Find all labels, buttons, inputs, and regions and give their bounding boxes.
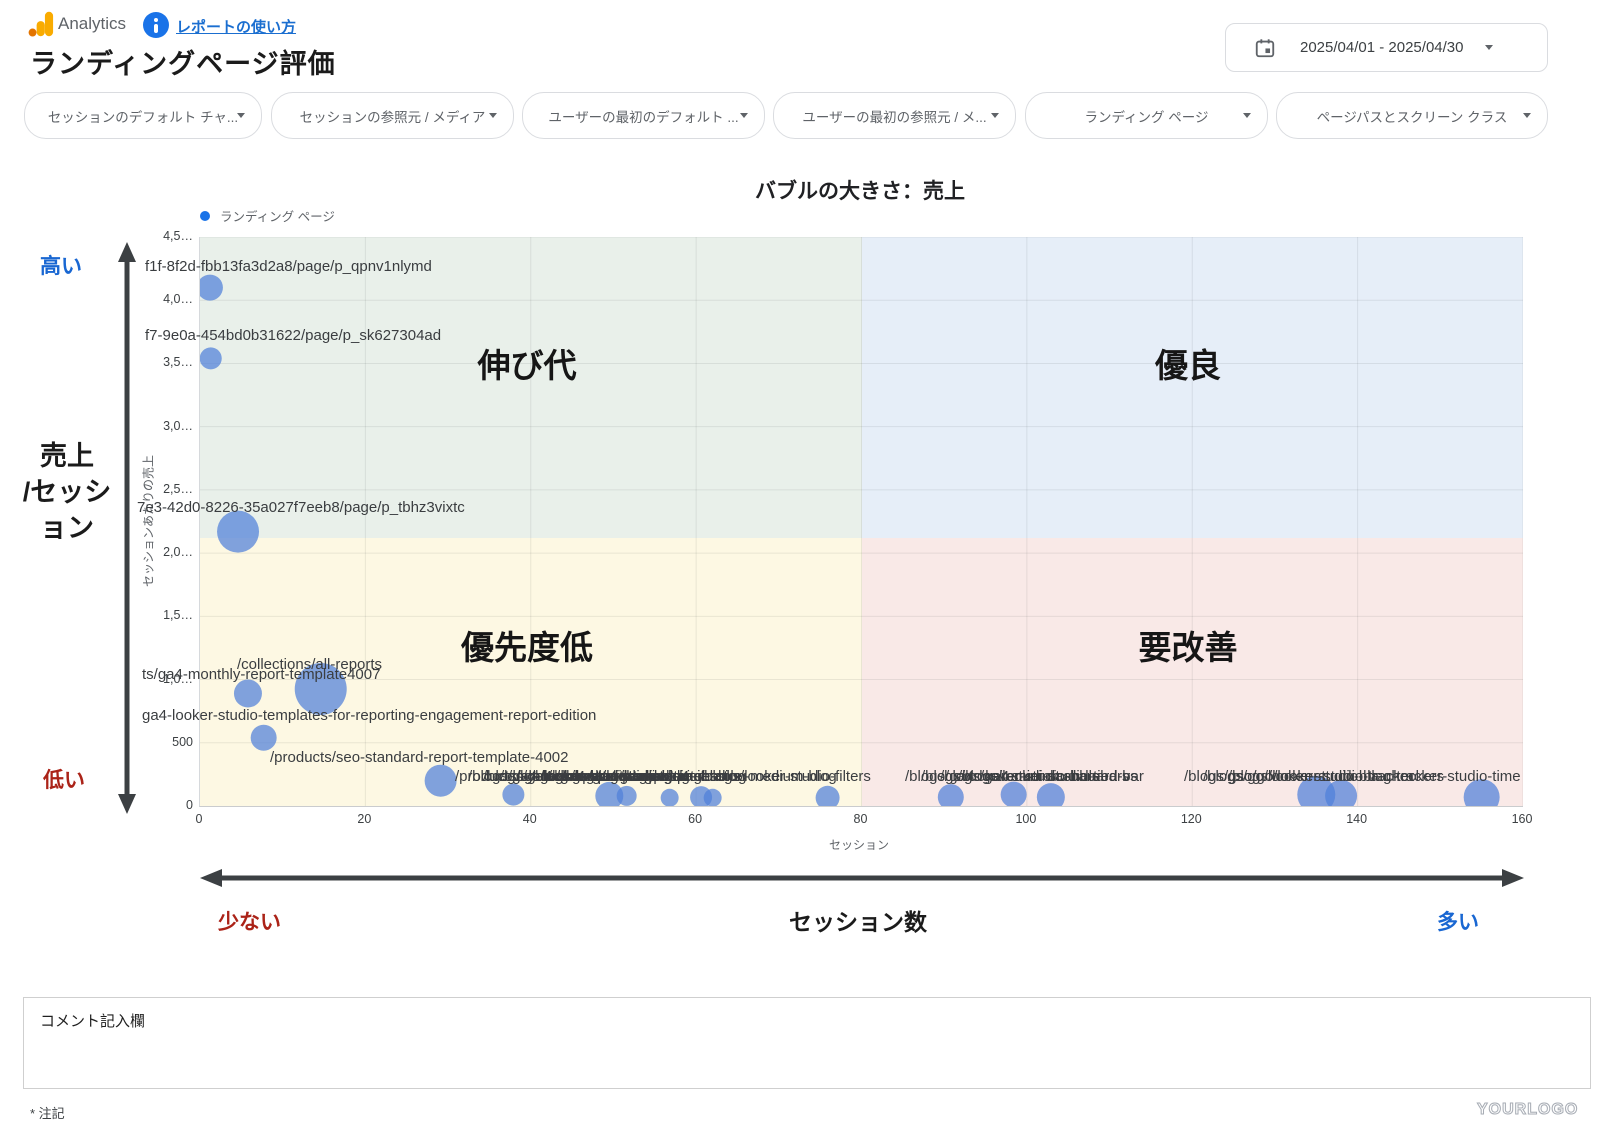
date-range-value: 2025/04/01 - 2025/04/30 bbox=[1300, 39, 1464, 56]
annotation-y-axis-meaning: 売上 /セッシ ョン bbox=[6, 438, 128, 546]
annotation-x-high: 多い bbox=[1437, 911, 1479, 934]
x-axis-tick: 20 bbox=[357, 812, 372, 826]
filter-label: ユーザーの最初の参照元 / メ... bbox=[802, 109, 987, 125]
filter-label: ユーザーの最初のデフォルト ... bbox=[548, 109, 739, 125]
quadrant-label-bottom-right: 要改善 bbox=[1138, 629, 1238, 666]
x-axis-tick: 100 bbox=[1015, 812, 1037, 826]
annotation-x-low: 少ない bbox=[218, 911, 281, 934]
bubble-point[interactable] bbox=[937, 784, 964, 806]
filter-session-source-medium[interactable]: セッションの参照元 / メディア bbox=[271, 92, 514, 139]
bubble-point[interactable] bbox=[1036, 783, 1065, 806]
bubble-point[interactable] bbox=[1000, 781, 1027, 806]
y-axis-tick: 3,5… bbox=[163, 355, 193, 370]
legend-label: ランディング ページ bbox=[220, 210, 335, 224]
x-axis-tick: 80 bbox=[853, 812, 868, 826]
bubble-point[interactable] bbox=[294, 663, 347, 716]
bubble-point[interactable] bbox=[815, 785, 840, 806]
legend-item[interactable]: ランディング ページ bbox=[200, 206, 335, 225]
annotation-x-axis-meaning: セッション数 bbox=[789, 909, 927, 935]
legend-dot-icon bbox=[200, 210, 210, 221]
chevron-down-icon bbox=[1523, 113, 1531, 118]
x-axis-tick: 60 bbox=[688, 812, 703, 826]
quadrant-top-left bbox=[200, 237, 862, 538]
quadrant-top-right bbox=[861, 237, 1523, 538]
y-axis-tick: 4,5… bbox=[163, 229, 193, 243]
bubble-point[interactable] bbox=[1325, 779, 1358, 806]
filter-label: セッションの参照元 / メディア bbox=[299, 109, 486, 125]
annotation-line: 売上 bbox=[40, 441, 94, 471]
info-icon[interactable] bbox=[143, 12, 169, 38]
bubble-point[interactable] bbox=[660, 788, 679, 806]
filter-landing-page[interactable]: ランディング ページ bbox=[1025, 92, 1268, 139]
chevron-down-icon bbox=[237, 113, 245, 118]
bubble-chart-plot-area[interactable] bbox=[199, 237, 1523, 807]
comment-input-box[interactable]: コメント記入欄 bbox=[23, 997, 1591, 1089]
filter-page-path-screen-class[interactable]: ページパスとスクリーン クラス bbox=[1276, 92, 1548, 139]
brand-name: Analytics bbox=[58, 14, 127, 33]
filter-first-user-default-channel[interactable]: ユーザーの最初のデフォルト ... bbox=[522, 92, 765, 139]
page-title: ランディングページ評価 bbox=[30, 49, 336, 79]
annotation-line: /セッシ bbox=[22, 477, 112, 507]
comment-box-label: コメント記入欄 bbox=[40, 1013, 146, 1030]
report-help-link[interactable]: レポートの使い方 bbox=[176, 19, 297, 36]
bubble-point[interactable] bbox=[200, 347, 222, 370]
chevron-down-icon bbox=[740, 113, 748, 118]
date-range-picker[interactable]: 2025/04/01 - 2025/04/30 bbox=[1225, 23, 1548, 72]
chevron-down-icon bbox=[1485, 45, 1494, 50]
bubble-point[interactable] bbox=[200, 274, 223, 301]
footnote: * 注記 bbox=[30, 1106, 65, 1121]
bubble-point[interactable] bbox=[250, 724, 277, 751]
filter-session-default-channel[interactable]: セッションのデフォルト チャ... bbox=[24, 92, 262, 139]
chevron-down-icon bbox=[1243, 113, 1251, 118]
filter-label: ランディング ページ bbox=[1084, 109, 1209, 125]
chevron-down-icon bbox=[991, 113, 999, 118]
bubble-point[interactable] bbox=[424, 764, 457, 797]
y-axis-tick: 2,0… bbox=[163, 545, 193, 560]
quadrant-label-top-left: 伸び代 bbox=[477, 347, 577, 384]
quadrant-label-top-right: 優良 bbox=[1155, 347, 1221, 384]
x-axis-tick: 40 bbox=[522, 812, 537, 826]
quadrant-bottom-right bbox=[861, 537, 1523, 806]
filter-label: ページパスとスクリーン クラス bbox=[1316, 109, 1508, 125]
y-axis-title: セッションあたりの売上 bbox=[141, 454, 156, 588]
y-axis-tick: 4,0… bbox=[163, 292, 193, 307]
bubble-point[interactable] bbox=[233, 679, 262, 708]
bubble-point[interactable] bbox=[217, 510, 260, 553]
bubble-plot-canvas bbox=[200, 237, 1523, 806]
chevron-down-icon bbox=[489, 113, 497, 118]
y-axis-tick: 0 bbox=[186, 798, 193, 812]
chart-title: バブルの大きさ：売上 bbox=[755, 180, 965, 203]
filter-first-user-source-medium[interactable]: ユーザーの最初の参照元 / メ... bbox=[773, 92, 1016, 139]
annotation-y-high: 高い bbox=[40, 255, 82, 278]
bubble-point[interactable] bbox=[502, 783, 525, 806]
bubble-point[interactable] bbox=[703, 788, 722, 806]
info-icon-dot bbox=[154, 17, 158, 22]
filter-label: セッションのデフォルト チャ... bbox=[47, 109, 239, 125]
annotation-line: ョン bbox=[40, 513, 94, 543]
y-axis-tick: 1,0… bbox=[163, 671, 193, 686]
placeholder-logo: YOURLOGO bbox=[1476, 1101, 1579, 1119]
annotation-y-low: 低い bbox=[43, 769, 85, 792]
info-icon-bar bbox=[154, 23, 158, 33]
bubble-point[interactable] bbox=[595, 781, 624, 806]
y-axis-tick: 2,5… bbox=[163, 481, 193, 496]
x-axis-tick: 120 bbox=[1180, 812, 1202, 826]
google-analytics-logo bbox=[28, 11, 54, 37]
y-axis-tick: 500 bbox=[172, 734, 193, 749]
y-axis-tick: 1,5… bbox=[163, 608, 193, 623]
calendar-icon bbox=[1255, 38, 1275, 57]
bubble-point[interactable] bbox=[616, 785, 637, 806]
y-axis-tick: 3,0… bbox=[163, 418, 193, 433]
quadrant-label-bottom-left: 優先度低 bbox=[461, 629, 593, 666]
x-axis-tick: 160 bbox=[1511, 812, 1533, 826]
x-axis-title: セッション bbox=[828, 838, 889, 852]
x-axis-tick: 0 bbox=[195, 812, 203, 826]
x-axis-tick: 140 bbox=[1346, 812, 1368, 826]
bubble-point[interactable] bbox=[1463, 779, 1500, 806]
